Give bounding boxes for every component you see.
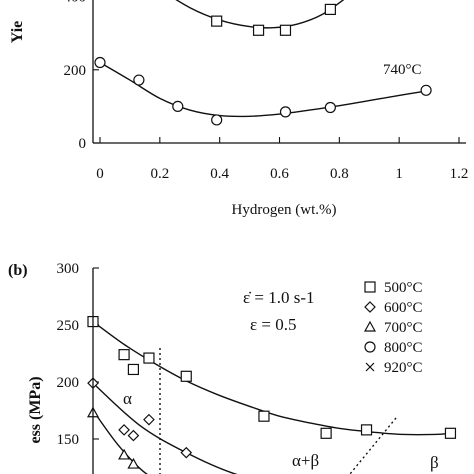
panel-b-point-square: [118, 349, 130, 361]
panel-b-point-square: [444, 427, 457, 439]
panel-a: Yie 0 200 400 0 0.2 0.4 0.6 0.8 1 1.2 740°C Hydr…: [9, 0, 468, 218]
alpha-beta-region-label: α+β: [292, 451, 319, 470]
panel-b-y-tick-label: 250: [57, 318, 80, 334]
panel-a-point-circle: [172, 100, 184, 113]
panel-b-point-diamond: [180, 446, 193, 459]
panel-a-point-square: [279, 24, 292, 36]
panel-a-series-label-740c: 740°C: [383, 62, 422, 78]
panel-b-point-square: [127, 363, 140, 376]
panel-b-point-square: [320, 427, 332, 439]
panel-b-point-square: [143, 352, 155, 364]
panel-a-point-square: [252, 24, 265, 36]
panel-a-x-tick-label: 0.6: [270, 166, 289, 182]
panel-a-fit-curve-2: [99, 61, 427, 118]
legend-entry-label: 500°C: [384, 280, 423, 296]
panel-b-fit-curve-700c: [92, 410, 148, 474]
legend: 500°C 600°C 700°C 800°C 920°C: [363, 280, 423, 376]
alpha-region-label: α: [123, 389, 132, 408]
panel-b-fit-curve-500c: [92, 321, 451, 436]
panel-b-point-square: [180, 370, 192, 382]
panel-a-y-axis-label: Yie: [9, 21, 26, 44]
strain-annotation: ε = 0.5: [250, 315, 296, 334]
panel-a-point-circle: [324, 101, 336, 114]
panel-b-point-triangle: [127, 457, 140, 469]
legend-marker-circle: [364, 341, 376, 353]
panel-a-x-tick-label: 1: [395, 166, 403, 182]
panel-a-y-tick-label: 200: [64, 63, 87, 79]
panel-a-x-tick-label: 0.8: [330, 166, 349, 182]
panel-b-point-diamond: [127, 429, 140, 442]
beta-boundary-line: [349, 417, 397, 474]
legend-marker-square: [364, 281, 376, 293]
panel-a-point-square: [324, 3, 336, 16]
panel-a-y-tick-label: 400: [64, 0, 87, 6]
panel-a-point-circle: [94, 56, 106, 69]
legend-entry-label: 800°C: [384, 340, 423, 356]
panel-b-point-diamond: [143, 413, 155, 426]
panel-a-point-circle: [133, 74, 145, 86]
panel-a-point-circle: [211, 114, 223, 126]
legend-entry-label: 920°C: [384, 360, 423, 376]
panel-a-point-circle: [279, 106, 292, 118]
panel-a-x-tick-label: 0.4: [210, 166, 229, 182]
legend-marker-cross: [365, 362, 375, 372]
panel-a-point-square: [211, 15, 223, 27]
panel-a-x-tick-label: 0.2: [150, 166, 169, 182]
legend-marker-triangle: [363, 320, 377, 332]
panel-b-point-square: [360, 424, 373, 436]
legend-marker-diamond: [364, 301, 376, 313]
panel-b-point-triangle: [118, 448, 131, 460]
strain-rate-annotation: ε̇ = 1.0 s-1: [243, 288, 315, 307]
panel-a-x-axis-label: Hydrogen (wt.%): [232, 202, 337, 218]
panel-b-label: (b): [8, 262, 28, 279]
panel-b-point-square: [258, 410, 270, 422]
panel-b-point-diamond: [118, 424, 130, 436]
panel-a-x-tick-label: 1.2: [450, 166, 469, 182]
panel-b-y-axis-label: ess (MPa): [27, 376, 44, 443]
panel-b-y-tick-label: 200: [57, 375, 80, 391]
legend-entry-label: 600°C: [384, 300, 423, 316]
legend-entry-label: 700°C: [384, 320, 423, 336]
panel-a-x-tick-label: 0: [96, 166, 104, 182]
panel-b-y-tick-label: 300: [57, 261, 80, 277]
panel-b-y-tick-label: 150: [57, 432, 80, 448]
beta-region-label: β: [430, 453, 439, 472]
panel-a-y-tick-label: 0: [79, 136, 87, 152]
panel-a-point-circle: [420, 84, 432, 96]
panel-a-fit-curve-1: [175, 0, 345, 29]
